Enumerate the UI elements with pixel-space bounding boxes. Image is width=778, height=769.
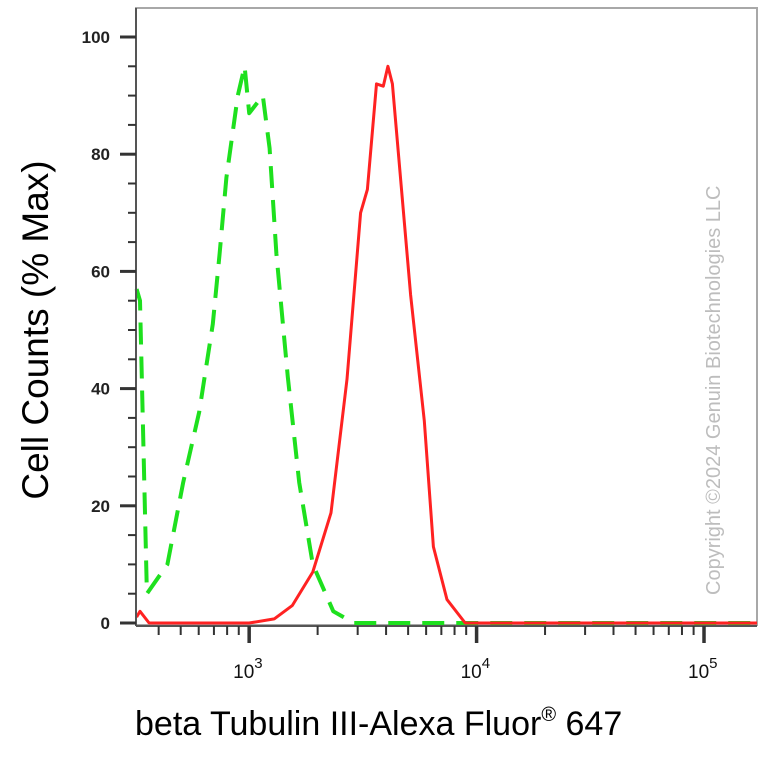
- x-tick-exponent: 4: [482, 655, 490, 672]
- curves: [134, 64, 758, 625]
- series-control-line: [134, 64, 757, 625]
- x-tick-base: 10: [461, 662, 482, 683]
- x-tick-exponent: 3: [254, 655, 262, 672]
- watermark: Copyright ©2024 Genuin Biotechnologies L…: [703, 186, 725, 595]
- y-tick-label: 20: [91, 497, 110, 516]
- x-axis-label-suffix: 647: [556, 705, 622, 743]
- x-axis-label: beta Tubulin III-Alexa Fluor® 647: [135, 704, 622, 743]
- x-tick-label: 105: [688, 655, 717, 683]
- x-tick-base: 10: [688, 662, 709, 683]
- x-tick-label: 104: [461, 655, 490, 683]
- series-sample-line: [135, 64, 757, 625]
- x-axis-label-registered: ®: [541, 704, 556, 726]
- y-axis-label: Cell Counts (% Max): [15, 160, 56, 499]
- y-tick-label: 0: [101, 614, 110, 633]
- y-tick-label: 40: [91, 380, 110, 399]
- y-tick-label: 60: [91, 262, 110, 281]
- y-tick-label: 100: [82, 28, 110, 47]
- x-tick-base: 10: [233, 662, 254, 683]
- x-tick-label: 103: [233, 655, 262, 683]
- y-tick-label: 80: [91, 145, 110, 164]
- plot-frame: [135, 7, 758, 626]
- x-axis-label-main: beta Tubulin III-Alexa Fluor: [135, 705, 541, 743]
- x-tick-exponent: 5: [709, 655, 717, 672]
